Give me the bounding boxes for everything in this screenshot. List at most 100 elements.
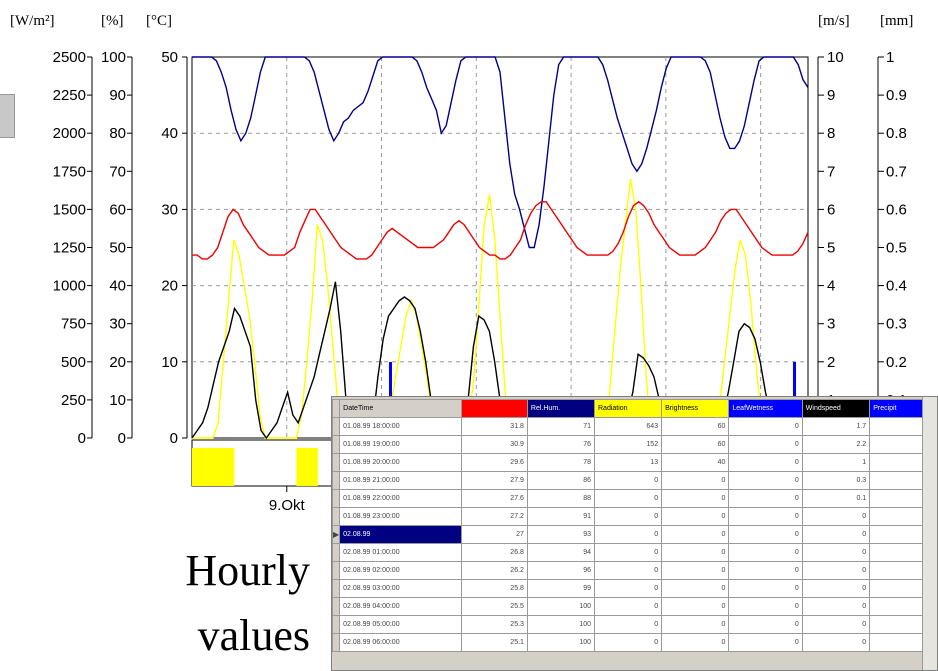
table-cell[interactable]: 0 — [869, 417, 937, 436]
table-cell[interactable]: 27.9 — [460, 471, 528, 490]
table-cell[interactable]: 26.2 — [460, 561, 528, 580]
table-cell[interactable]: 0 — [728, 543, 803, 562]
table-cell[interactable]: 40 — [661, 453, 730, 472]
column-header[interactable]: Brightness — [661, 399, 730, 418]
table-cell[interactable]: 02.08.99 06:00:00 — [339, 633, 462, 652]
table-cell[interactable]: 0 — [801, 543, 871, 562]
table-cell[interactable]: 0 — [728, 489, 803, 508]
table-cell[interactable]: 60 — [661, 417, 730, 436]
table-cell[interactable]: 0 — [728, 435, 803, 454]
table-cell[interactable]: 91 — [526, 507, 596, 526]
table-cell[interactable]: 0 — [661, 525, 730, 544]
table-cell[interactable]: 0 — [728, 525, 803, 544]
table-cell[interactable]: 02.08.99 — [339, 525, 462, 544]
table-cell[interactable]: 25.8 — [460, 579, 528, 598]
column-header[interactable]: Rel.Hum. — [526, 399, 596, 418]
column-header[interactable]: Radiation — [593, 399, 663, 418]
table-cell[interactable]: 88 — [526, 489, 596, 508]
table-cell[interactable]: 100 — [526, 633, 596, 652]
table-cell[interactable]: 78 — [526, 453, 596, 472]
table-cell[interactable]: 0 — [593, 579, 663, 598]
table-cell[interactable]: 02.08.99 05:00:00 — [339, 615, 462, 634]
table-cell[interactable]: 99 — [526, 579, 596, 598]
table-cell[interactable]: 0 — [869, 597, 937, 616]
table-scrollbar[interactable] — [922, 397, 937, 670]
table-cell[interactable]: 60 — [661, 435, 730, 454]
table-cell[interactable]: 100 — [526, 597, 596, 616]
table-cell[interactable]: 0 — [661, 561, 730, 580]
table-cell[interactable]: 0 — [593, 543, 663, 562]
table-cell[interactable]: 1 — [801, 453, 871, 472]
table-cell[interactable]: 0 — [593, 615, 663, 634]
table-cell[interactable]: 29.6 — [460, 453, 528, 472]
table-cell[interactable]: 25.3 — [460, 615, 528, 634]
table-cell[interactable]: 0 — [728, 615, 803, 634]
table-cell[interactable]: 0 — [869, 507, 937, 526]
table-cell[interactable]: 25.1 — [460, 633, 528, 652]
table-cell[interactable]: 0 — [661, 615, 730, 634]
table-cell[interactable]: 0 — [593, 507, 663, 526]
table-cell[interactable]: 31.8 — [460, 417, 528, 436]
table-cell[interactable]: 0 — [728, 453, 803, 472]
table-cell[interactable]: 13 — [593, 453, 663, 472]
table-cell[interactable]: 2.2 — [801, 435, 871, 454]
table-cell[interactable]: 0 — [728, 507, 803, 526]
table-cell[interactable]: 0 — [593, 633, 663, 652]
table-cell[interactable]: 01.08.99 23:00:00 — [339, 507, 462, 526]
table-cell[interactable]: 0.1 — [801, 489, 871, 508]
table-cell[interactable]: 02.08.99 04:00:00 — [339, 597, 462, 616]
table-cell[interactable]: 0 — [869, 543, 937, 562]
column-header[interactable]: LeafWetness — [728, 399, 803, 418]
table-cell[interactable]: 01.08.99 21:00:00 — [339, 471, 462, 490]
table-cell[interactable]: 0 — [593, 561, 663, 580]
table-cell[interactable]: 0 — [593, 597, 663, 616]
table-cell[interactable]: 0 — [593, 525, 663, 544]
table-cell[interactable]: 0 — [728, 561, 803, 580]
table-cell[interactable]: 01.08.99 18:00:00 — [339, 417, 462, 436]
column-header[interactable]: DateTime — [339, 399, 462, 418]
table-cell[interactable]: 27 — [460, 525, 528, 544]
table-cell[interactable]: 0 — [661, 543, 730, 562]
table-cell[interactable]: 02.08.99 02:00:00 — [339, 561, 462, 580]
table-cell[interactable]: 1.7 — [801, 417, 871, 436]
table-cell[interactable]: 02.08.99 01:00:00 — [339, 543, 462, 562]
table-cell[interactable]: 0 — [728, 633, 803, 652]
table-cell[interactable]: 0 — [661, 579, 730, 598]
table-cell[interactable]: 0 — [869, 633, 937, 652]
table-cell[interactable]: 25.5 — [460, 597, 528, 616]
table-cell[interactable]: 0 — [801, 633, 871, 652]
table-cell[interactable]: 01.08.99 20:00:00 — [339, 453, 462, 472]
table-cell[interactable]: 93 — [526, 525, 596, 544]
table-cell[interactable]: 100 — [526, 615, 596, 634]
table-cell[interactable]: 0 — [801, 579, 871, 598]
table-cell[interactable]: 0 — [661, 597, 730, 616]
table-cell[interactable]: 71 — [526, 417, 596, 436]
table-cell[interactable]: 0 — [801, 525, 871, 544]
table-cell[interactable]: 96 — [526, 561, 596, 580]
table-cell[interactable]: 76 — [526, 435, 596, 454]
table-cell[interactable]: 27.2 — [460, 507, 528, 526]
table-cell[interactable]: 0 — [593, 471, 663, 490]
table-cell[interactable]: 0 — [869, 489, 937, 508]
table-cell[interactable]: 0 — [661, 489, 730, 508]
table-cell[interactable]: 0 — [728, 471, 803, 490]
table-cell[interactable]: 0 — [728, 579, 803, 598]
column-header[interactable]: Precipit — [869, 399, 937, 418]
column-header[interactable]: Windspeed — [801, 399, 871, 418]
table-cell[interactable]: 01.08.99 19:00:00 — [339, 435, 462, 454]
table-cell[interactable]: 0 — [661, 507, 730, 526]
table-cell[interactable]: 0 — [728, 417, 803, 436]
